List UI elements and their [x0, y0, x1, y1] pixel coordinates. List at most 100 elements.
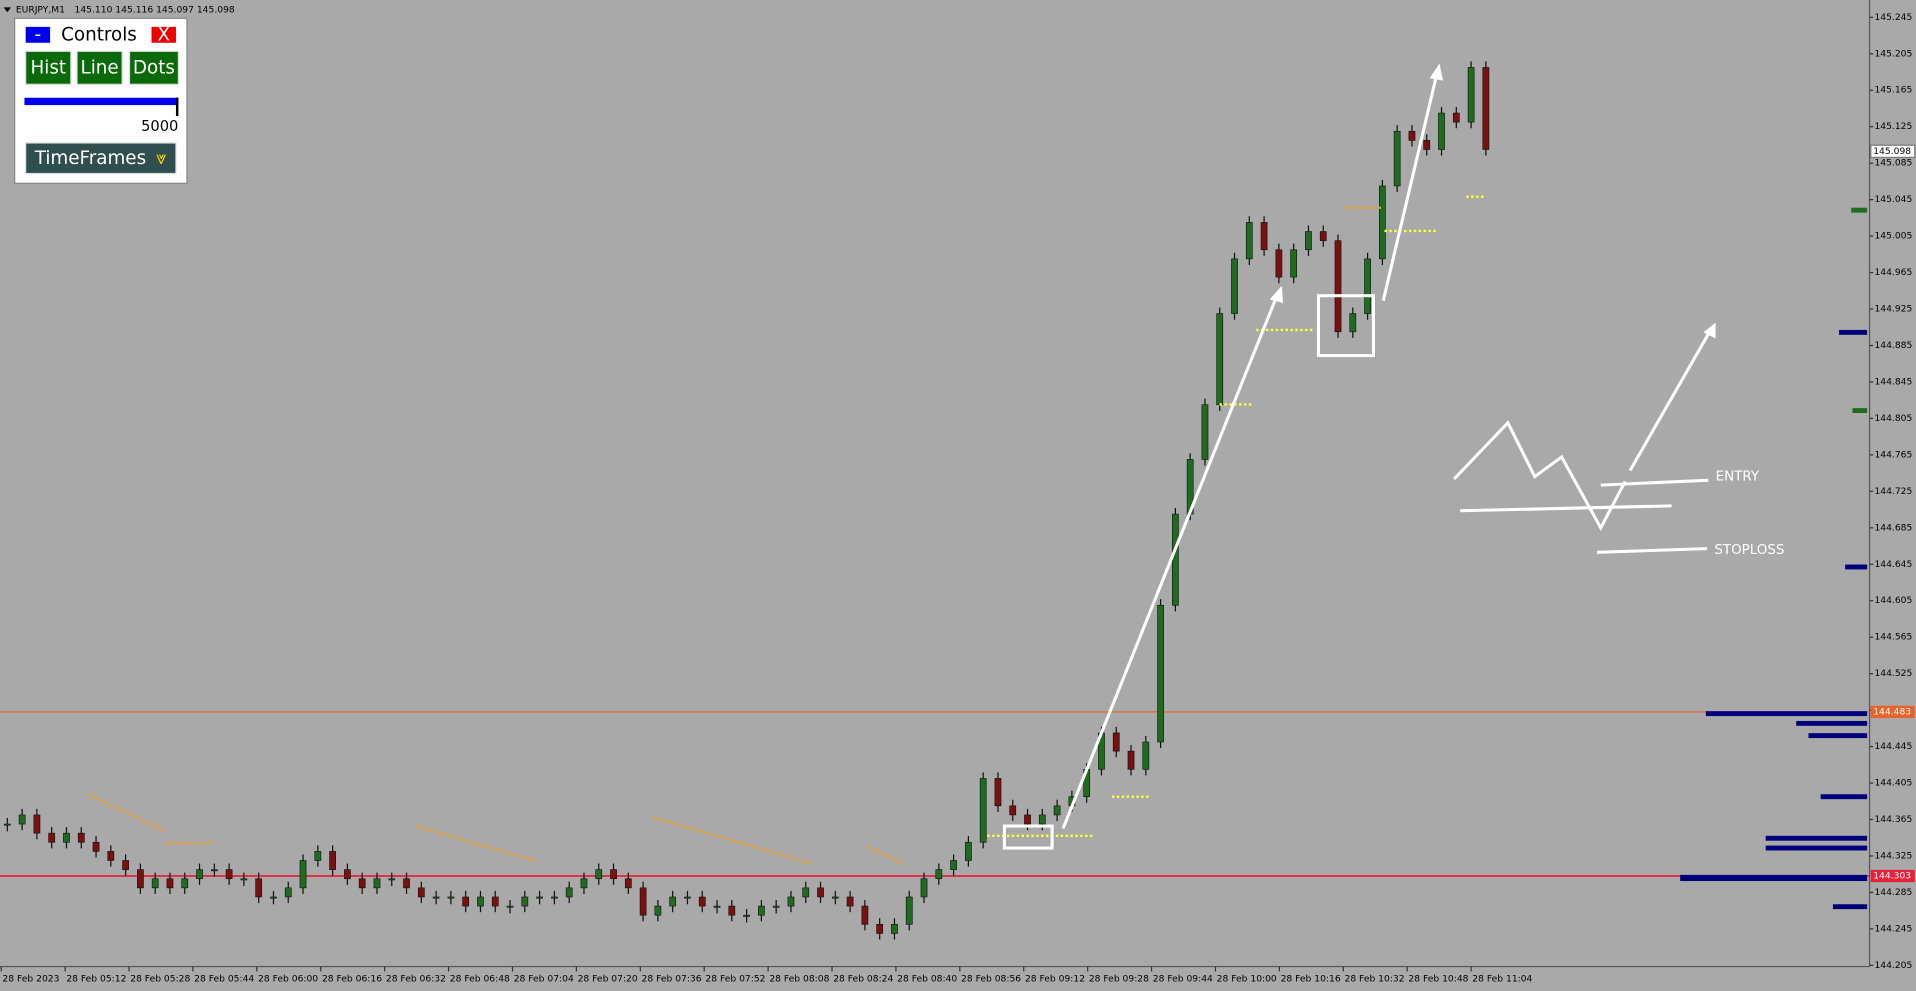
slider-thumb[interactable] [175, 97, 179, 117]
candle [1245, 222, 1253, 260]
x-tick-label: 28 Feb 11:04 [1472, 973, 1532, 984]
profile-bar [1832, 904, 1868, 910]
candle [1112, 732, 1120, 752]
button-label: Dots [133, 57, 175, 78]
profile-bar [1820, 794, 1868, 800]
y-tick-label: 144.845 [1874, 376, 1912, 387]
candle [3, 823, 11, 826]
candle [77, 832, 85, 843]
candle [1393, 130, 1401, 187]
candle [48, 832, 56, 843]
controls-panel: - Controls X Hist Line Dots 5000 TimeFra… [14, 17, 188, 184]
y-tick-label: 144.805 [1874, 413, 1912, 424]
candle [240, 878, 248, 881]
candle [684, 896, 691, 899]
line-button[interactable] [76, 50, 123, 85]
minimize-button[interactable] [25, 26, 51, 43]
profile-bar [1765, 845, 1868, 851]
candle [1260, 222, 1268, 251]
close-button[interactable] [151, 26, 176, 43]
candle [107, 851, 115, 861]
candle [580, 878, 588, 889]
candle [255, 878, 263, 898]
candle [270, 896, 277, 899]
candle [417, 887, 425, 898]
x-tick-label: 28 Feb 07:52 [705, 973, 765, 984]
candle [1305, 231, 1312, 251]
candle [1482, 67, 1490, 150]
candle [506, 905, 514, 908]
candle [876, 924, 884, 934]
candle [728, 905, 736, 916]
x-tick-label: 28 Feb 10:48 [1408, 973, 1468, 984]
candle [521, 896, 529, 907]
slider-track[interactable] [24, 97, 179, 106]
candle [1349, 313, 1357, 333]
y-tick-label: 144.925 [1874, 304, 1912, 315]
profile-bar [1851, 207, 1868, 213]
y-tick-label: 145.045 [1874, 194, 1912, 205]
candle [344, 869, 351, 880]
candle [551, 896, 558, 899]
candle [1334, 240, 1342, 333]
stoploss-line [1597, 547, 1708, 554]
candle [624, 878, 632, 889]
x-tick-label: 28 Feb 2023 [2, 973, 59, 984]
close-label: X [157, 24, 170, 45]
candle [1172, 513, 1179, 606]
x-tick-label: 28 Feb 09:28 [1089, 973, 1149, 984]
candle [166, 878, 174, 889]
y-tick-label: 144.205 [1874, 960, 1912, 971]
y-tick-label: 144.645 [1874, 559, 1912, 570]
y-tick-label: 144.405 [1874, 778, 1912, 789]
hist-button[interactable] [25, 50, 72, 85]
candle [713, 905, 721, 908]
candle [477, 896, 484, 907]
candle [403, 878, 410, 889]
y-tick-label: 145.125 [1874, 121, 1912, 132]
candle [92, 841, 100, 852]
x-tick-label: 28 Feb 08:24 [833, 973, 893, 984]
candle [225, 869, 233, 880]
x-tick-label: 28 Feb 08:40 [897, 973, 957, 984]
candle [373, 878, 381, 889]
price-tag [1870, 705, 1915, 719]
candle [1275, 249, 1283, 278]
volume-profile [1680, 207, 1868, 910]
candle [284, 887, 292, 898]
y-tick-label: 145.205 [1874, 48, 1912, 59]
candle [1452, 112, 1460, 123]
candle [329, 851, 336, 870]
menu-arrow[interactable] [3, 7, 11, 13]
y-tick-label: 144.565 [1874, 632, 1912, 643]
x-tick-label: 28 Feb 06:48 [450, 973, 510, 984]
profile-bar [1808, 733, 1868, 739]
candle [639, 887, 647, 916]
box [1002, 824, 1054, 850]
x-tick-label: 28 Feb 06:16 [322, 973, 382, 984]
x-tick-label: 28 Feb 06:00 [258, 973, 318, 984]
candle [432, 896, 440, 899]
candle [1127, 750, 1135, 770]
annotation: ENTRY [1716, 470, 1760, 485]
candle [181, 878, 189, 889]
y-tick-label: 144.325 [1874, 850, 1912, 861]
symbol: EURJPY,M1 [16, 4, 65, 15]
candle [758, 905, 765, 916]
dots-button[interactable] [128, 50, 180, 85]
candle [388, 878, 396, 881]
profile-bar [1839, 329, 1868, 335]
dropdown-icon[interactable]: ⩔ [156, 148, 166, 169]
arrow-heads [1269, 63, 1716, 339]
x-tick-label: 28 Feb 06:32 [386, 973, 446, 984]
x-tick-label: 28 Feb 10:16 [1281, 973, 1341, 984]
x-tick-label: 28 Feb 05:44 [194, 973, 254, 984]
y-tick-label: 144.245 [1874, 923, 1912, 934]
level-line [1460, 504, 1672, 513]
candle [979, 778, 987, 843]
timeframes-button[interactable] [25, 142, 177, 175]
candle [935, 869, 943, 880]
arrow-head [1703, 322, 1716, 339]
candle [1009, 805, 1017, 816]
